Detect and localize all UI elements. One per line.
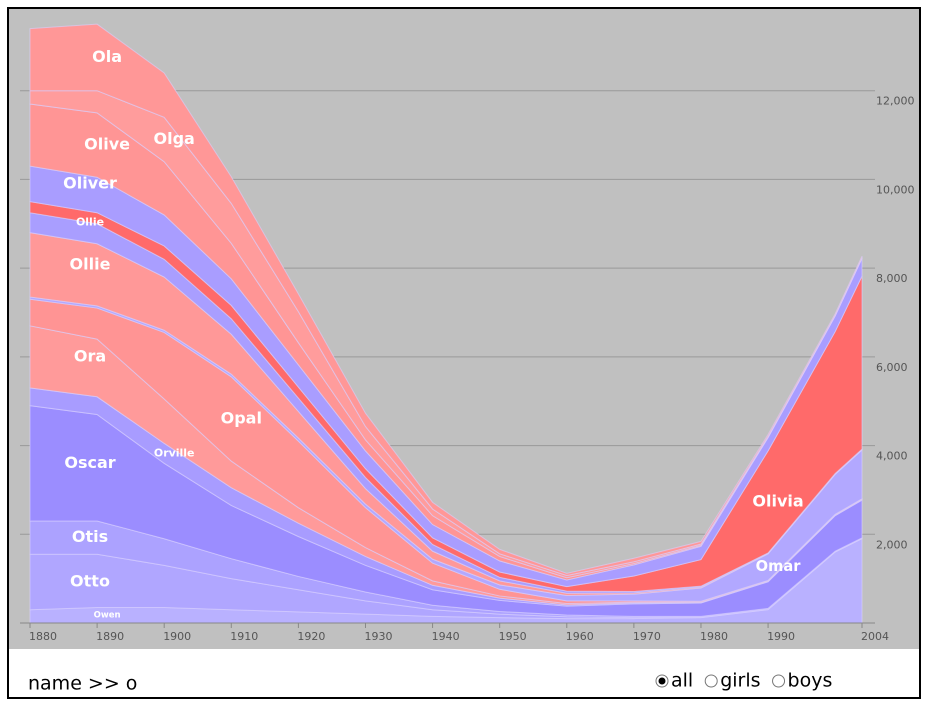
radio-option[interactable]: boys: [772, 670, 833, 692]
x-tick-label: 2004: [861, 630, 889, 643]
series-label: Omar: [756, 558, 802, 575]
series-label: Ollie: [76, 216, 104, 229]
y-tick-label: 4,000: [876, 450, 908, 463]
x-tick-label: 1970: [633, 630, 661, 643]
series-label: Olga: [154, 129, 195, 148]
radio-label: boys: [788, 670, 833, 692]
series-label: Ollie: [70, 254, 111, 273]
query: name >> o: [28, 673, 137, 695]
y-tick-label: 12,000: [876, 95, 915, 108]
series-label: Otto: [70, 571, 110, 590]
x-tick-label: 1890: [96, 630, 124, 643]
series-label: Oliver: [63, 173, 117, 192]
series-label: Ora: [74, 346, 106, 365]
series-label: Opal: [221, 408, 262, 427]
x-tick-label: 1990: [767, 630, 795, 643]
series-label: Orville: [154, 446, 195, 459]
x-tick-label: 1900: [163, 630, 191, 643]
y-tick-label: 10,000: [876, 183, 915, 196]
x-tick-label: 1920: [297, 630, 325, 643]
x-tick-label: 1950: [499, 630, 527, 643]
area: [29, 23, 863, 577]
x-tick-label: 1960: [566, 630, 594, 643]
series-label: Owen: [94, 611, 121, 621]
x-tick-label: 1930: [364, 630, 392, 643]
radio-label: girls: [720, 670, 760, 692]
radio-option[interactable]: all: [655, 670, 693, 692]
series-label: Otis: [72, 527, 108, 546]
x-tick-label: 1880: [29, 630, 57, 643]
radio: [772, 674, 786, 688]
radio-label: all: [671, 670, 693, 692]
radio: [704, 674, 718, 688]
x-tick-label: 1940: [432, 630, 460, 643]
series-label: Olive: [84, 135, 130, 154]
series-label: Ola: [92, 47, 122, 66]
y-tick-label: 8,000: [876, 272, 908, 285]
radio-option[interactable]: girls: [704, 670, 761, 692]
series-label: Oscar: [64, 453, 115, 472]
x-tick-label: 1980: [700, 630, 728, 643]
radio-dot: [658, 677, 666, 685]
y-tick-label: 6,000: [876, 361, 908, 374]
series-label: Olivia: [752, 491, 803, 510]
y-tick-label: 2,000: [876, 538, 908, 551]
x-tick-label: 1910: [230, 630, 258, 643]
